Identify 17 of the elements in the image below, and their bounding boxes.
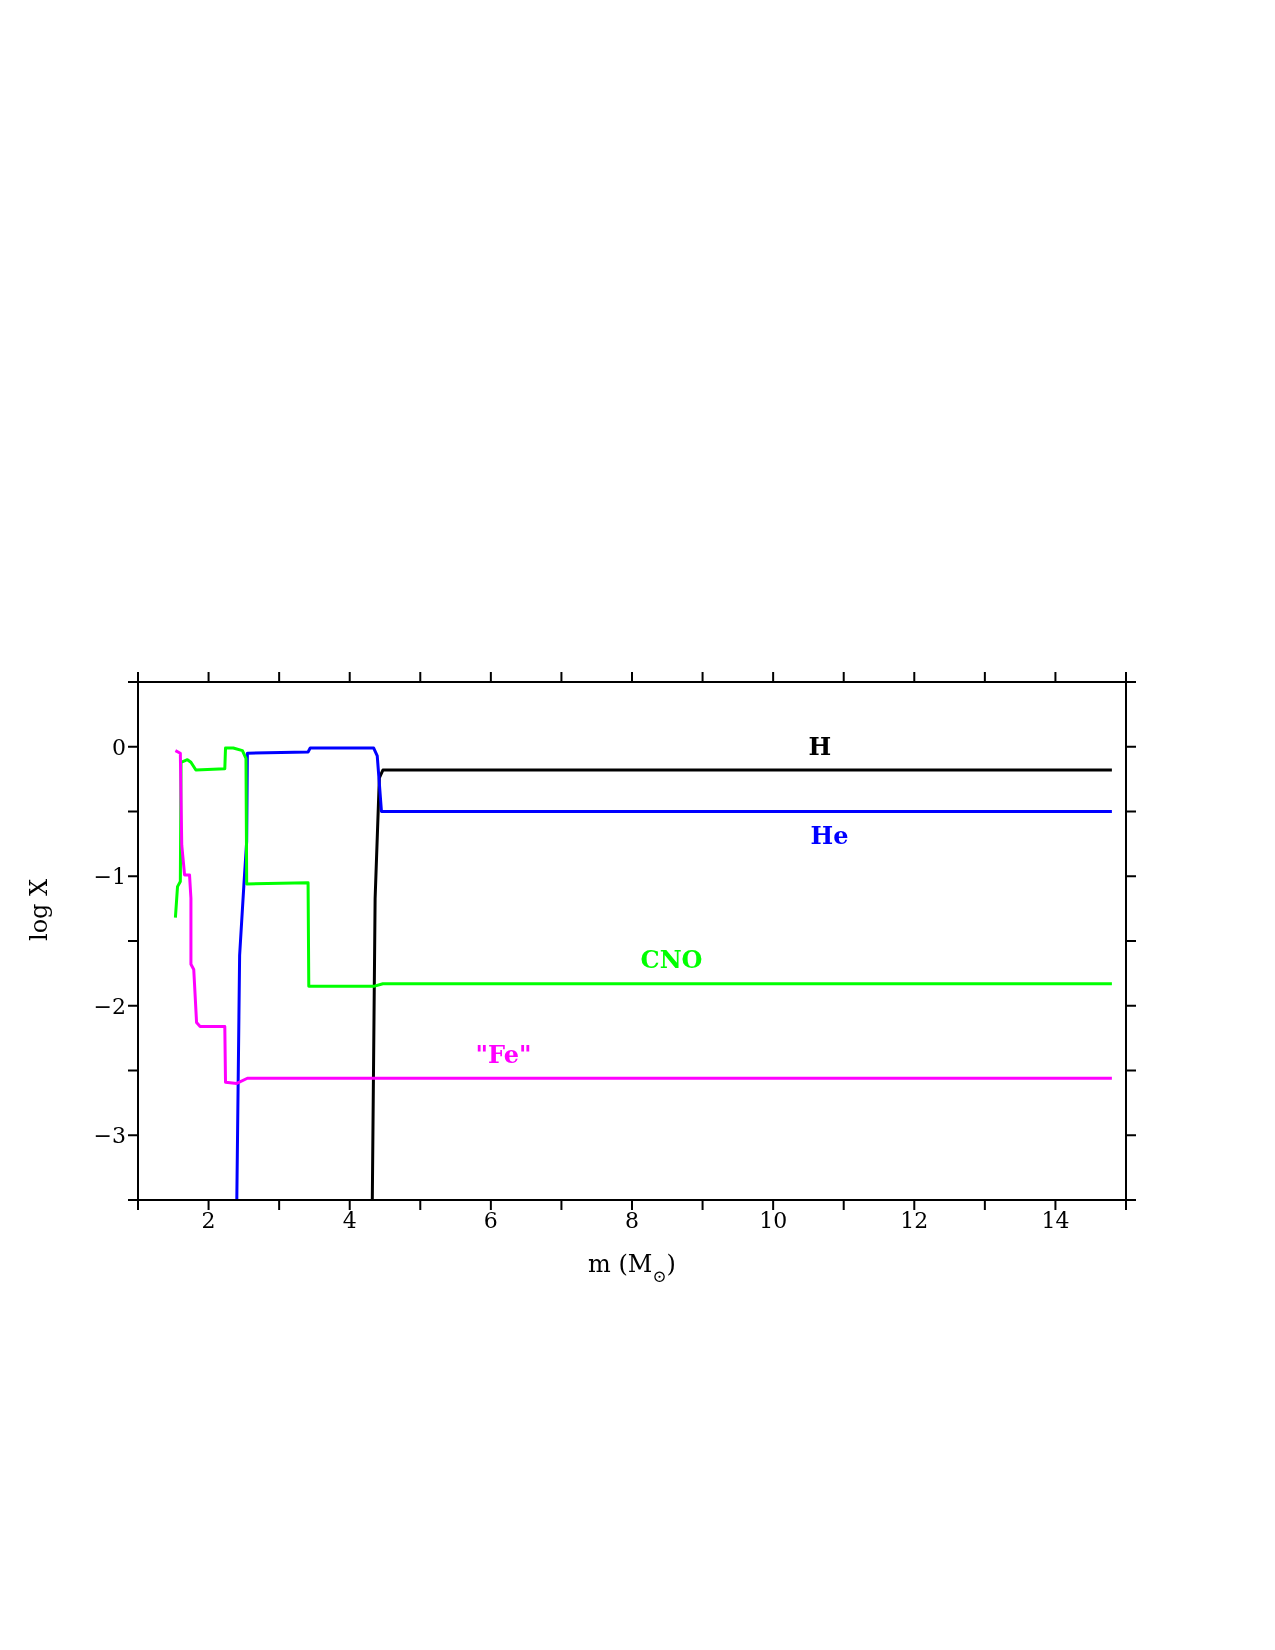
series-label: He (810, 821, 849, 850)
series-label: H (808, 731, 832, 761)
x-tick-label: 12 (900, 1207, 929, 1233)
x-axis-title: m (M$_{⊙}$) (588, 1250, 676, 1286)
y-tick-label: −1 (93, 864, 126, 890)
x-tick-label: 8 (625, 1207, 639, 1233)
series-label: CNO (640, 945, 703, 975)
x-tick-label: 2 (201, 1207, 216, 1233)
series-label: "Fe" (475, 1039, 532, 1069)
y-tick-label: −2 (93, 993, 126, 1019)
x-tick-label: 14 (1041, 1207, 1070, 1233)
y-tick-label: −3 (93, 1123, 126, 1149)
y-tick-label: 0 (112, 734, 126, 760)
y-axis-title: log X (24, 878, 53, 941)
x-tick-label: 10 (759, 1207, 788, 1233)
x-tick-label: 6 (483, 1207, 498, 1233)
x-tick-label: 4 (342, 1207, 357, 1233)
